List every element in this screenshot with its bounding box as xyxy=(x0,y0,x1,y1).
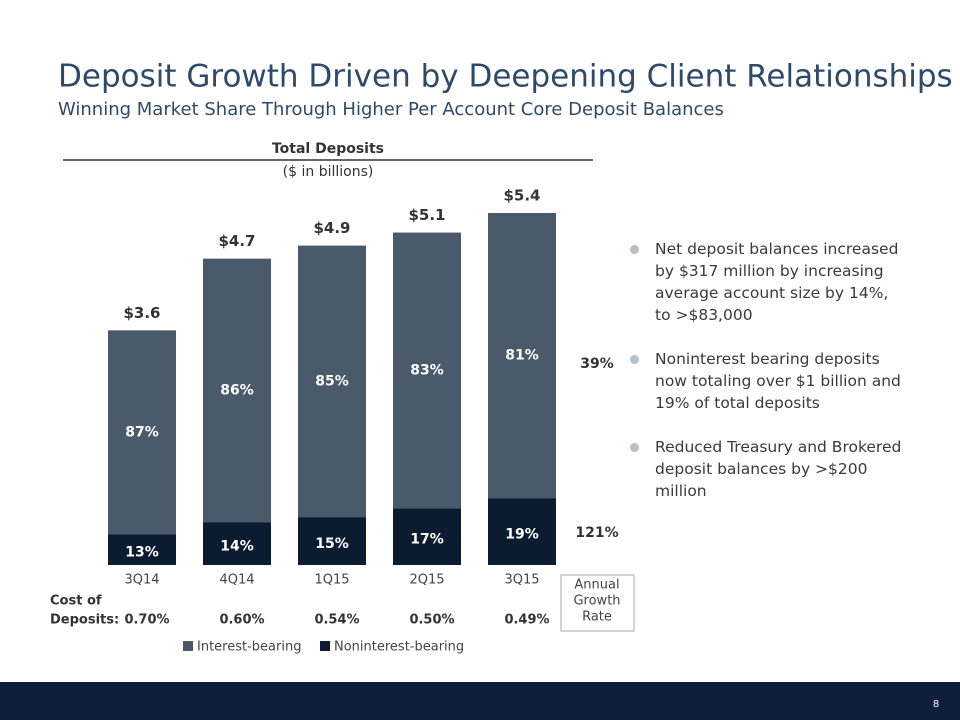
bar-segment xyxy=(298,245,366,518)
data-label: 85% xyxy=(315,373,349,389)
legend-label: Noninterest-bearing xyxy=(334,640,464,655)
cost-value: 0.50% xyxy=(409,613,454,628)
chart-title: Total Deposits xyxy=(272,141,384,157)
bar-segment xyxy=(488,213,556,499)
data-label: 83% xyxy=(410,363,444,379)
bar-segment xyxy=(108,534,176,565)
cost-value: 0.60% xyxy=(219,613,264,628)
total-label: $3.6 xyxy=(123,304,160,322)
bullet: Reduced Treasury and Brokered deposit ba… xyxy=(628,436,908,502)
growth-value: 121% xyxy=(575,525,618,541)
growth-label: Annual xyxy=(574,578,619,593)
data-label: 81% xyxy=(505,348,539,364)
chart-subtitle: ($ in billions) xyxy=(283,164,374,180)
x-tick-label: 2Q15 xyxy=(409,573,444,588)
x-tick-label: 3Q15 xyxy=(504,573,539,588)
growth-label: Rate xyxy=(582,610,612,625)
growth-value: 39% xyxy=(580,356,614,372)
page-number: 8 xyxy=(933,699,939,710)
cost-value: 0.54% xyxy=(314,613,359,628)
cost-value: 0.49% xyxy=(504,613,549,628)
cost-label: Cost of xyxy=(50,594,102,609)
growth-label: Growth xyxy=(573,594,620,609)
legend-label: Interest-bearing xyxy=(197,640,301,655)
data-label: 17% xyxy=(410,532,444,548)
slide-title: Deposit Growth Driven by Deepening Clien… xyxy=(58,59,953,95)
legend-swatch xyxy=(183,641,193,651)
data-label: 19% xyxy=(505,527,539,543)
bullet: Net deposit balances increased by $317 m… xyxy=(628,238,908,326)
bar-segment xyxy=(203,258,271,523)
total-label: $4.7 xyxy=(218,232,255,250)
total-label: $5.1 xyxy=(408,206,445,224)
bar-segment xyxy=(298,517,366,565)
total-label: $4.9 xyxy=(313,219,350,237)
bullet: Noninterest bearing deposits now totalin… xyxy=(628,348,908,414)
legend-swatch xyxy=(320,641,330,651)
x-tick-label: 4Q14 xyxy=(219,573,254,588)
bar-segment xyxy=(393,508,461,565)
slide-subtitle: Winning Market Share Through Higher Per … xyxy=(58,99,724,120)
bullet-list: Net deposit balances increased by $317 m… xyxy=(628,238,908,524)
x-tick-label: 1Q15 xyxy=(314,573,349,588)
data-label: 15% xyxy=(315,536,349,552)
data-label: 86% xyxy=(220,382,254,398)
data-label: 14% xyxy=(220,539,254,555)
footer-band xyxy=(0,682,960,720)
growth-box xyxy=(560,574,635,632)
bar-segment xyxy=(203,522,271,565)
data-label: 13% xyxy=(125,545,159,561)
x-tick-label: 3Q14 xyxy=(124,573,159,588)
data-label: 87% xyxy=(125,424,159,440)
bar-segment xyxy=(108,330,176,535)
total-label: $5.4 xyxy=(503,187,540,205)
bar-segment xyxy=(488,498,556,565)
cost-value: 0.70% xyxy=(124,613,169,628)
cost-label: Deposits: xyxy=(50,613,119,628)
bar-segment xyxy=(393,232,461,509)
